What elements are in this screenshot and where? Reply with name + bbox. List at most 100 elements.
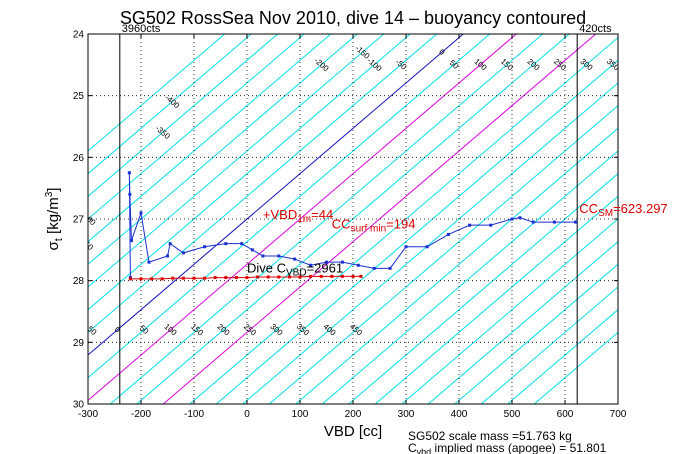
- x-tick-label: 0: [244, 409, 250, 420]
- data-point: [518, 216, 522, 220]
- data-point: [404, 245, 408, 249]
- annotation-main: CC: [332, 216, 351, 231]
- data-point: [325, 260, 328, 264]
- chart-title: SG502 RossSea Nov 2010, dive 14 – buoyan…: [120, 8, 586, 28]
- y-axis-label-sub: t: [53, 238, 65, 241]
- data-point: [319, 274, 323, 278]
- x-tick-label: 400: [451, 409, 468, 420]
- data-point: [340, 274, 344, 278]
- annotation-main: VBD: [270, 207, 297, 222]
- contour-label: -250: [77, 235, 95, 253]
- data-point: [359, 274, 363, 278]
- contour-label: -300: [79, 210, 97, 228]
- data-point: [552, 220, 556, 224]
- data-point: [261, 254, 265, 258]
- data-point: [192, 276, 196, 280]
- reference-line-label: 3960cts: [122, 23, 161, 35]
- contour-line: [533, 331, 618, 404]
- annotation-sub: VBD: [286, 268, 307, 279]
- y-tick-label: 27: [73, 215, 85, 226]
- reference-line-label: 420cts: [579, 23, 612, 35]
- contour-label: 400: [631, 57, 647, 73]
- annotation-sub: 1m: [297, 214, 311, 225]
- contour-line: [88, 34, 332, 243]
- annotation-value: =44: [311, 207, 333, 222]
- data-point: [150, 277, 154, 281]
- contour-label: 0: [437, 47, 447, 57]
- data-point: [266, 275, 270, 279]
- annotation: CCSM=623.297: [579, 201, 667, 219]
- y-tick-label: 24: [73, 30, 85, 41]
- data-point: [203, 245, 207, 249]
- data-point: [129, 239, 133, 243]
- contour-line-highlight: [162, 34, 597, 404]
- data-point: [372, 266, 376, 270]
- contour-line: [401, 218, 618, 404]
- y-tick-label: 28: [73, 276, 85, 287]
- x-tick-label: 500: [504, 409, 521, 420]
- annotation: CCsurf min=194: [332, 216, 416, 234]
- y-axis-label: σt [kg/m3]: [44, 188, 65, 251]
- contour-line: [480, 286, 618, 404]
- annotation: Dive CVBD=2961: [247, 261, 343, 279]
- footer-implied-mass-sub: vbd: [417, 447, 432, 454]
- contour-line: [88, 34, 385, 288]
- data-point: [224, 276, 228, 280]
- data-point: [298, 275, 302, 279]
- y-axis-label-unit: [kg/m: [45, 197, 62, 238]
- contour-line: [109, 34, 544, 404]
- annotation-main: Dive C: [247, 261, 286, 276]
- data-point: [446, 232, 450, 236]
- data-point: [139, 277, 143, 281]
- footer-implied-mass-text: implied mass (apogee) = 51.801: [431, 441, 606, 454]
- data-point: [351, 274, 355, 278]
- data-point: [277, 275, 281, 279]
- contour-line: [88, 34, 491, 379]
- contour-label: -50: [84, 323, 99, 338]
- data-point: [330, 274, 334, 278]
- contour-line: [507, 309, 618, 404]
- series-line: [128, 172, 576, 278]
- data-point: [340, 260, 344, 264]
- footer-scale-mass: SG502 scale mass =51.763 kg: [408, 429, 572, 443]
- data-point: [250, 248, 254, 252]
- contour-line: [321, 150, 618, 404]
- contour-line: [88, 34, 252, 175]
- data-point: [489, 223, 493, 227]
- data-point: [181, 276, 185, 280]
- y-axis-label-unit-close: ]: [45, 188, 62, 192]
- x-tick-label: 700: [610, 409, 627, 420]
- data-point: [171, 276, 175, 280]
- data-point: [293, 257, 297, 261]
- y-tick-label: 29: [73, 338, 85, 349]
- data-point: [256, 275, 260, 279]
- data-point: [139, 211, 143, 215]
- x-tick-label: 100: [292, 409, 309, 420]
- data-point: [245, 276, 249, 280]
- y-tick-label: 25: [73, 91, 85, 102]
- data-point: [213, 276, 217, 280]
- data-point: [224, 242, 228, 246]
- data-point: [240, 242, 244, 246]
- data-point: [160, 277, 164, 281]
- data-point: [166, 254, 169, 258]
- x-tick-label: -300: [78, 409, 98, 420]
- axis-ticks: -300 -200 -100 0 100 200 300 400 500 600 700242526…: [73, 30, 627, 421]
- contour-label: 350: [605, 57, 621, 73]
- data-point: [356, 263, 360, 267]
- data-point: [574, 220, 578, 224]
- contour-label: -150: [29, 321, 47, 339]
- contour-line: [268, 104, 618, 404]
- contour-line: [88, 34, 279, 197]
- reference-lines: 3960cts 420cts: [119, 23, 612, 404]
- contour-label: 450: [658, 57, 674, 73]
- data-point: [309, 263, 313, 267]
- annotation-main: CC: [579, 201, 598, 216]
- x-tick-label: 300: [398, 409, 415, 420]
- data-point: [510, 217, 514, 221]
- x-axis-label: VBD [cc]: [324, 423, 382, 440]
- annotation-marker: +: [263, 207, 271, 222]
- contour-label: -100: [63, 315, 81, 333]
